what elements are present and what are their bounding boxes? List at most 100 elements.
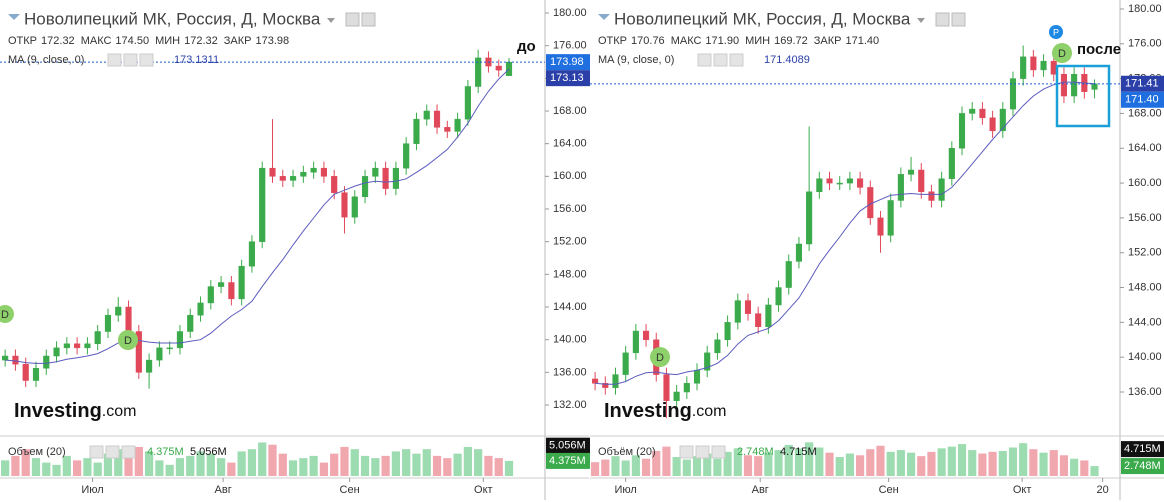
ma-button[interactable] <box>123 53 138 67</box>
volume-box-label: 4.375M <box>549 455 586 467</box>
volume-bar <box>319 462 329 476</box>
volume-bar <box>412 453 421 476</box>
candle-body <box>74 343 81 349</box>
stat-name: МАКС <box>81 35 112 47</box>
candle-body <box>714 339 721 354</box>
settings-button[interactable] <box>951 12 966 27</box>
volume-button[interactable] <box>695 445 710 459</box>
volume-bar <box>641 458 651 476</box>
volume-bar <box>93 462 102 476</box>
logo: Investing.com <box>14 400 136 422</box>
volume-button[interactable] <box>89 445 104 459</box>
stat-name: ЗАКР <box>814 35 842 47</box>
chart-title: Новолипецкий МК, Россия, Д, Москва <box>24 9 321 28</box>
candle-body <box>454 118 461 132</box>
candle-body <box>928 191 935 201</box>
candle-body <box>979 108 986 119</box>
volume-bar <box>845 453 854 476</box>
volume-bar <box>1090 466 1099 476</box>
candle-body <box>392 167 399 189</box>
ma-button[interactable] <box>107 53 122 67</box>
stat-value: 172.32 <box>41 35 75 47</box>
candle-body <box>495 65 502 71</box>
volume-bar <box>876 445 885 476</box>
volume-bar <box>175 458 185 476</box>
candle-body <box>104 314 112 332</box>
volume-bar <box>288 460 298 476</box>
title-dropdown[interactable] <box>917 18 925 23</box>
volume-bar <box>957 444 967 476</box>
candle-body <box>475 57 482 87</box>
candle-body <box>12 355 19 365</box>
event-marker[interactable] <box>0 305 14 323</box>
candle-body <box>146 359 153 373</box>
volume-button[interactable] <box>121 445 136 459</box>
candle-body <box>958 113 966 149</box>
highlight-box <box>1055 64 1111 128</box>
volume-bar <box>474 449 483 476</box>
price-box <box>546 54 590 71</box>
ma-button[interactable] <box>713 53 728 67</box>
event-marker[interactable] <box>118 330 138 350</box>
event-marker[interactable] <box>650 347 670 367</box>
candle-body <box>704 352 711 371</box>
volume-bar <box>494 458 503 476</box>
volume-bar <box>815 447 824 476</box>
volume-bar <box>227 462 236 476</box>
logo-suffix: .com <box>692 403 727 420</box>
event-marker-label: D <box>1 309 9 321</box>
candle-body <box>765 304 772 327</box>
y-tick-label: 132.00 <box>553 399 587 411</box>
volume-bar <box>216 458 226 476</box>
y-tick-label: 144.00 <box>1128 316 1162 328</box>
candle-body <box>683 383 690 393</box>
stat-name: ОТКР <box>8 35 37 47</box>
volume-bar <box>247 449 257 476</box>
volume-button[interactable] <box>679 445 694 459</box>
candle-body <box>464 86 471 120</box>
volume-bar <box>631 455 640 476</box>
y-tick-label: 152.00 <box>553 236 587 248</box>
settings-button[interactable] <box>361 12 376 27</box>
chart-title: Новолипецкий МК, Россия, Д, Москва <box>614 9 911 28</box>
y-tick-label: 176.00 <box>553 40 587 52</box>
ma-button[interactable] <box>139 53 154 67</box>
candle-body <box>218 282 225 287</box>
volume-box <box>546 437 590 454</box>
volume-bar <box>968 450 977 476</box>
volume-bar <box>825 452 834 476</box>
candle-body <box>228 282 235 300</box>
volume-button[interactable] <box>711 445 726 459</box>
volume-bar <box>1059 455 1069 476</box>
volume-bar <box>662 446 671 476</box>
volume-bar <box>611 456 620 476</box>
candle-body <box>279 176 286 181</box>
volume-bar <box>1008 447 1018 476</box>
y-tick-label: 160.00 <box>553 170 587 182</box>
ma-button[interactable] <box>729 53 744 67</box>
price-box <box>546 70 590 87</box>
x-tick-label: Авг <box>215 484 232 496</box>
title-dropdown[interactable] <box>327 18 335 23</box>
volume-bar <box>268 444 277 476</box>
volume-button[interactable] <box>105 445 120 459</box>
volume-bar <box>621 460 630 476</box>
volume-bar <box>601 459 610 476</box>
event-marker[interactable] <box>1049 25 1063 39</box>
candle-body <box>413 118 420 144</box>
stat-name: МАКС <box>671 35 702 47</box>
volume-bar <box>432 455 442 476</box>
settings-button[interactable] <box>345 12 360 27</box>
settings-button[interactable] <box>935 12 950 27</box>
ma-line <box>595 81 1095 385</box>
ma-button[interactable] <box>697 53 712 67</box>
title-icon <box>8 14 20 20</box>
event-marker[interactable] <box>1052 43 1072 63</box>
volume-bar <box>1029 449 1038 476</box>
y-tick-label: 168.00 <box>553 105 587 117</box>
stat-value: 170.76 <box>631 35 665 47</box>
candle-body <box>632 330 639 354</box>
volume-bar <box>764 452 773 476</box>
candle-body <box>724 322 731 341</box>
